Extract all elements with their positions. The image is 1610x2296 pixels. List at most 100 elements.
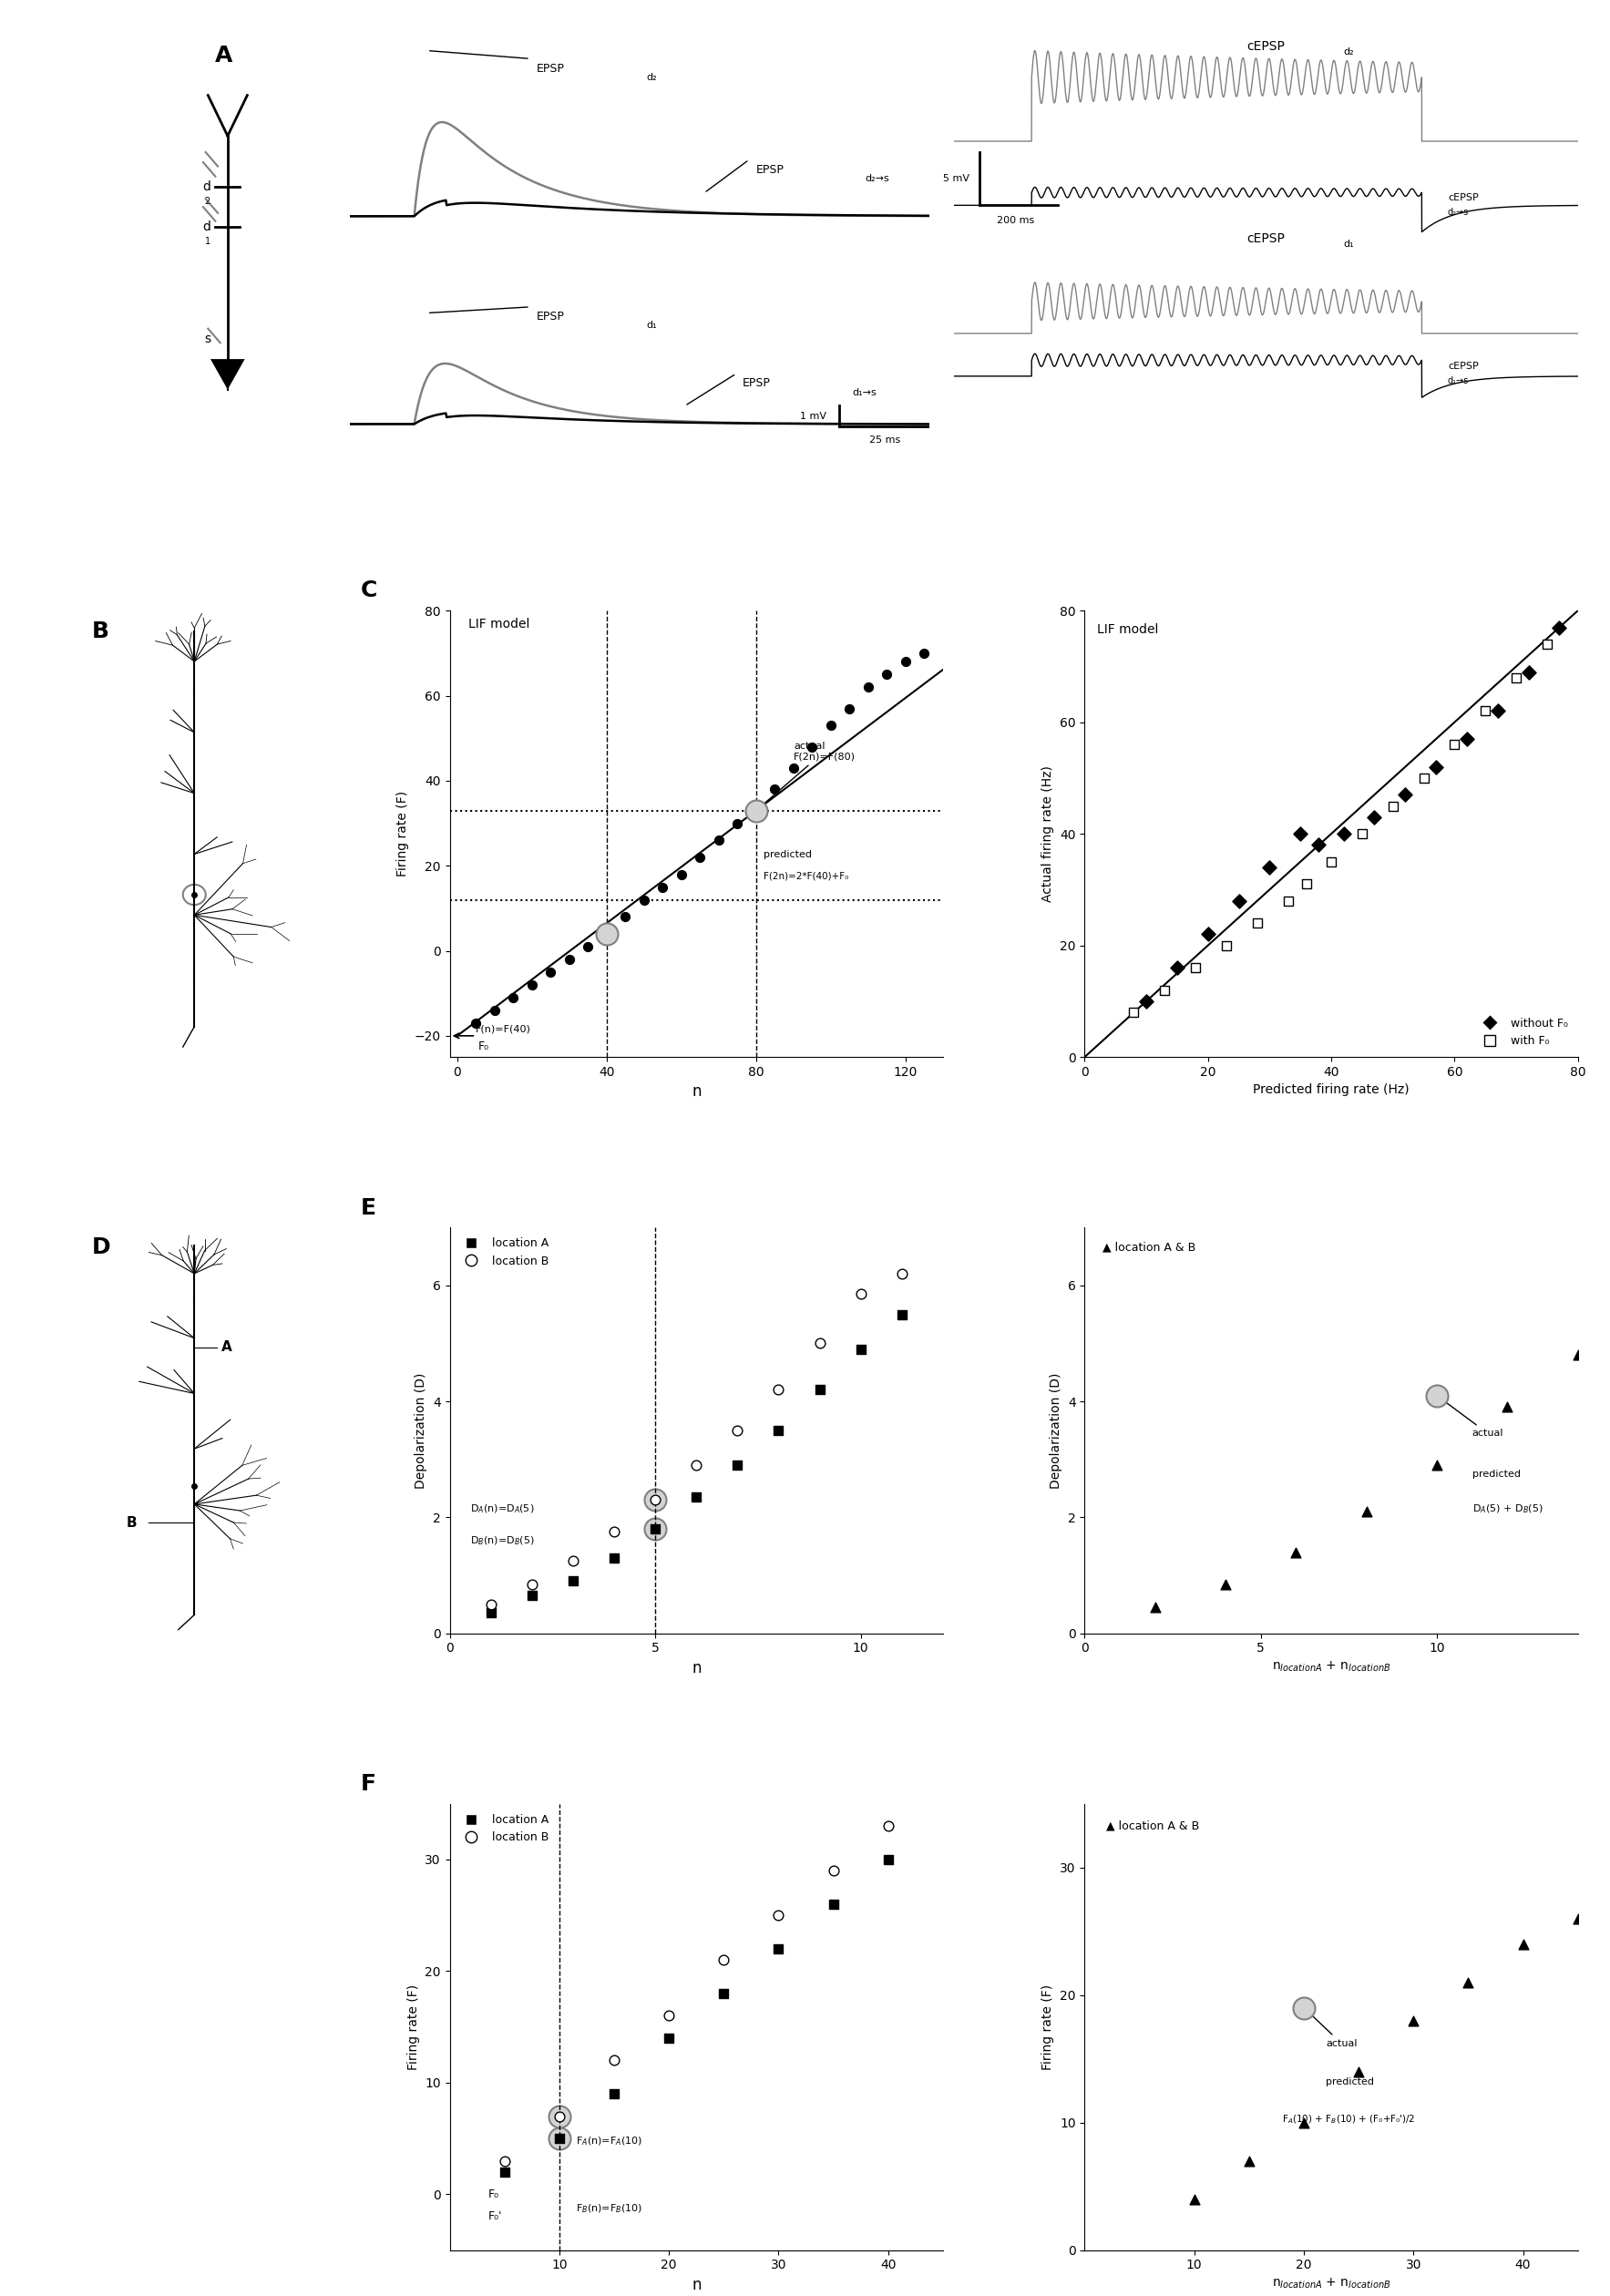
with F₀ [1245,905,1270,941]
Text: C: C [361,581,378,602]
Polygon shape [211,358,245,390]
without F₀ [1454,721,1480,758]
without F₀ [1393,776,1418,813]
location A [766,1931,792,1968]
with F₀ [1473,693,1499,730]
location A [478,1596,504,1632]
X-axis label: Predicted firing rate (Hz): Predicted firing rate (Hz) [1253,1084,1409,1097]
Point [1212,1566,1238,1603]
with F₀ [1349,815,1375,852]
location B [724,1412,750,1449]
with F₀ [1410,760,1436,797]
Point [762,771,787,808]
Text: s: s [204,333,211,344]
location B [642,1481,668,1518]
with F₀ [1294,866,1320,902]
Point [1141,1589,1167,1626]
Y-axis label: Depolarization (D): Depolarization (D) [415,1373,428,1488]
location B [766,1371,792,1407]
Point [1565,1901,1591,1938]
Y-axis label: Firing rate (F): Firing rate (F) [1042,1984,1055,2069]
Text: cEPSP: cEPSP [1447,193,1478,202]
location A [712,1975,737,2011]
Point [546,2119,572,2156]
Text: ▲ location A & B: ▲ location A & B [1106,1821,1199,1832]
location A [848,1332,874,1368]
Text: predicted: predicted [763,850,811,859]
Point [650,868,676,905]
Point [1565,1336,1591,1373]
location B [766,1896,792,1933]
location B [601,2041,626,2078]
Point [1283,1534,1309,1570]
Text: cEPSP: cEPSP [1246,232,1285,246]
Point [818,707,844,744]
location A [642,1511,668,1548]
Point [1346,2053,1372,2089]
without F₀ [1133,983,1159,1019]
Point [744,792,770,829]
with F₀ [1504,659,1530,696]
Legend: location A, location B: location A, location B [456,1809,554,1848]
Text: EPSP: EPSP [536,310,565,324]
Text: d₁: d₁ [1344,239,1354,248]
without F₀ [1306,827,1331,863]
without F₀ [1515,654,1541,691]
with F₀ [1214,928,1240,964]
Point [1182,2181,1208,2218]
Text: 1 mV: 1 mV [800,411,826,420]
Point [781,748,807,785]
Text: 25 ms: 25 ms [869,436,900,445]
Text: d₂→s: d₂→s [865,174,889,184]
Point [799,728,824,765]
without F₀ [1257,850,1283,886]
Legend: without F₀, with F₀: without F₀, with F₀ [1473,1013,1571,1052]
Text: 1: 1 [204,236,211,246]
location A [601,1541,626,1577]
Point [724,806,750,843]
location A [546,2119,572,2156]
Text: actual
F(2n)=F(80): actual F(2n)=F(80) [760,742,855,808]
Point [687,838,713,875]
location A [889,1295,914,1332]
Point [575,928,601,964]
with F₀ [1319,843,1344,879]
Point [1494,1389,1520,1426]
location B [889,1256,914,1293]
Point [744,792,770,829]
Point [1423,1378,1449,1414]
with F₀ [1441,726,1467,762]
location A [657,2020,683,2057]
Point [1236,2142,1262,2179]
Point [612,898,638,934]
location B [546,2099,572,2135]
without F₀ [1288,815,1314,852]
Text: D$_A$(5) + D$_B$(5): D$_A$(5) + D$_B$(5) [1472,1502,1542,1515]
Point [911,634,937,670]
Point [874,657,900,693]
Point [1423,1446,1449,1483]
Y-axis label: Depolarization (D): Depolarization (D) [1050,1373,1063,1488]
with F₀ [1183,951,1209,987]
location A [807,1371,832,1407]
Text: LIF model: LIF model [469,618,530,631]
Text: F: F [361,1773,377,1795]
Text: predicted: predicted [1325,2078,1373,2087]
location A [601,2076,626,2112]
with F₀ [1121,994,1146,1031]
location A [491,2154,517,2190]
location B [876,1807,902,1844]
without F₀ [1484,693,1510,730]
Text: d₂→s: d₂→s [1447,207,1468,216]
Text: F$_A$(n)=F$_A$(10): F$_A$(n)=F$_A$(10) [576,2135,642,2147]
Text: ▲ location A & B: ▲ location A & B [1103,1242,1195,1254]
Text: B: B [92,620,109,643]
location B [560,1543,586,1580]
location A [518,1577,544,1614]
Text: d: d [203,220,211,234]
Text: F₀: F₀ [488,2188,499,2200]
location A [560,1564,586,1600]
location B [807,1325,832,1362]
Point [892,643,918,680]
location B [478,1587,504,1623]
